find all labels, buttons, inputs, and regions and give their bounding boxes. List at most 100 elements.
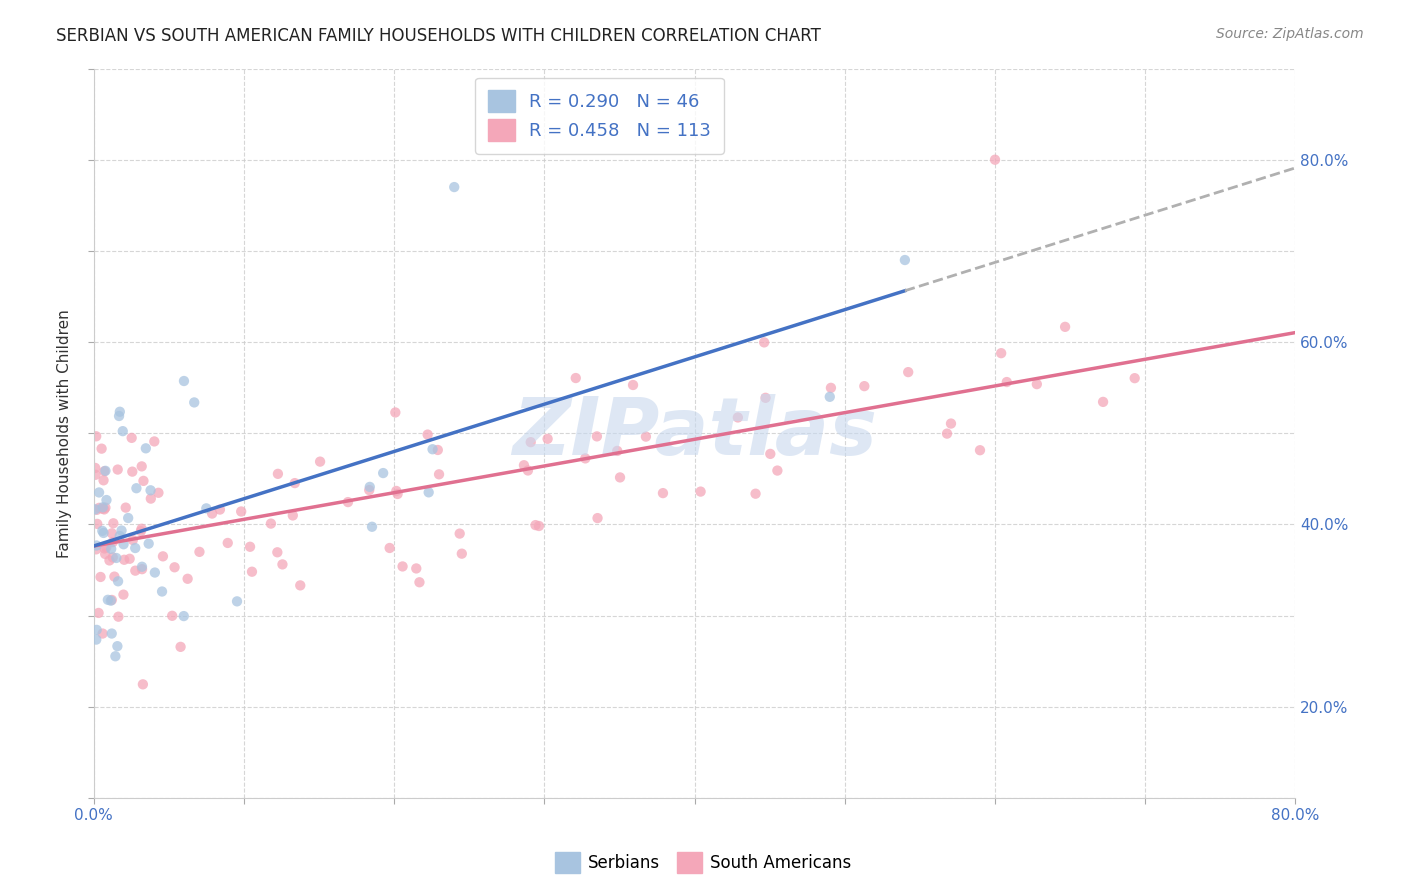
Point [208,502,231,516]
Point [87,485,110,500]
Point [766,464,789,478]
Point [426,442,449,457]
Point [101,550,124,565]
Point [143,566,166,580]
Point [513,458,536,473]
Point [91,524,114,538]
Point [91,626,114,640]
Point [96,541,118,555]
Point [754,391,776,405]
Point [818,390,841,404]
Point [609,470,631,484]
Point [201,507,224,521]
Point [894,253,917,268]
Text: Source: ZipAtlas.com: Source: ZipAtlas.com [1216,27,1364,41]
Point [86,516,108,531]
Point [416,427,439,442]
Legend: R = 0.290   N = 46, R = 0.458   N = 113: R = 0.290 N = 46, R = 0.458 N = 113 [475,78,724,154]
Point [995,375,1018,389]
Point [405,561,427,575]
Point [105,551,128,566]
Point [169,640,191,654]
Point [1054,319,1077,334]
Point [125,481,148,495]
Point [176,572,198,586]
Point [132,474,155,488]
Point [121,431,143,445]
Point [131,559,153,574]
Point [586,429,609,443]
Point [385,483,408,498]
Point [527,519,550,533]
Point [138,536,160,550]
Point [112,588,135,602]
Point [450,547,472,561]
Point [373,466,395,480]
Point [84,461,107,475]
Point [391,559,413,574]
Point [90,442,112,456]
Point [936,426,959,441]
Y-axis label: Family Households with Children: Family Households with Children [58,309,72,558]
Point [129,524,152,538]
Point [574,451,596,466]
Point [84,467,107,482]
Point [152,549,174,564]
Point [143,434,166,449]
Point [86,623,108,637]
Point [163,560,186,574]
Point [422,442,444,457]
Point [101,526,124,541]
Point [759,447,782,461]
Point [290,578,312,592]
Point [96,493,118,508]
Point [969,443,991,458]
Point [86,539,108,553]
Point [266,545,288,559]
Text: ZIPatlas: ZIPatlas [512,394,877,472]
Point [105,639,128,653]
Point [112,537,135,551]
Point [754,335,776,350]
Point [87,606,110,620]
Point [93,525,115,540]
Point [108,405,131,419]
Point [86,503,108,517]
Point [90,570,112,584]
Point [135,442,157,456]
Point [94,500,117,515]
Point [387,487,409,501]
Point [91,500,114,515]
Point [260,516,283,531]
Point [139,483,162,498]
Point [101,593,124,607]
Point [418,485,440,500]
Point [361,520,384,534]
Point [100,593,122,607]
Point [107,462,129,476]
Point [853,379,876,393]
Point [990,346,1012,360]
Point [124,541,146,555]
Point [267,467,290,481]
Point [606,444,628,458]
Point [427,467,450,482]
Point [108,529,131,543]
Point [110,524,132,538]
Point [150,584,173,599]
Point [183,395,205,409]
Point [1123,371,1146,385]
Point [336,495,359,509]
Point [226,594,249,608]
Legend: Serbians, South Americans: Serbians, South Americans [548,846,858,880]
Point [173,374,195,388]
Point [100,541,122,556]
Point [897,365,920,379]
Point [689,484,711,499]
Point [121,465,143,479]
Point [378,541,401,555]
Point [101,535,124,549]
Point [121,533,143,547]
Point [1092,395,1115,409]
Point [634,429,657,443]
